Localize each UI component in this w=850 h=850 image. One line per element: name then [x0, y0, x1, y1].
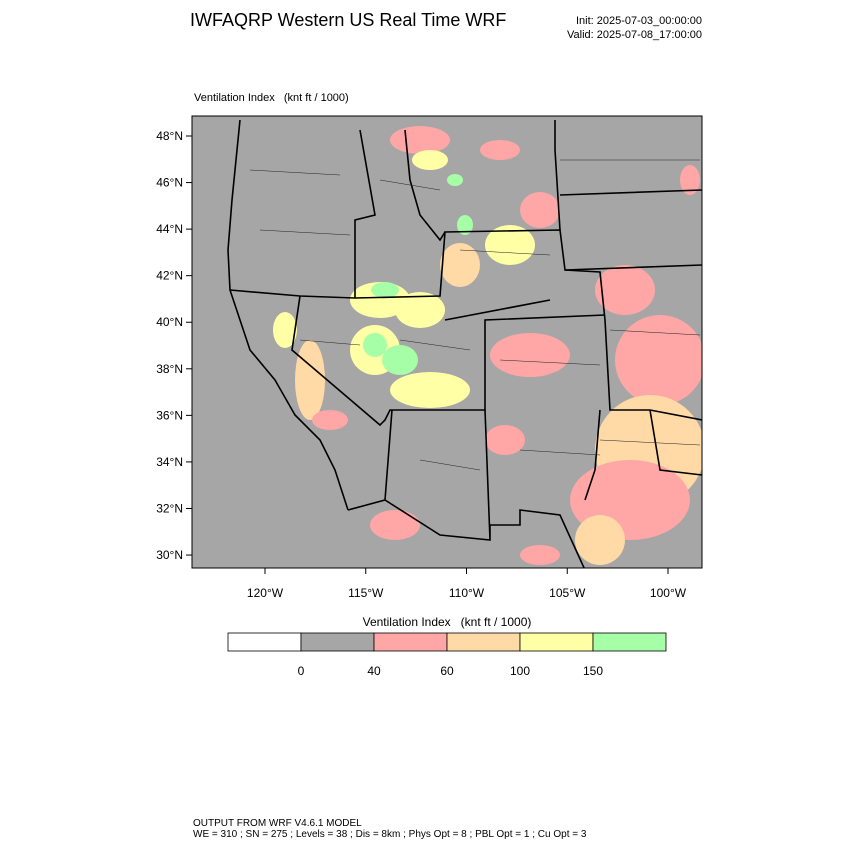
field-patch — [295, 340, 325, 420]
colorbar-label: 150 — [583, 664, 603, 678]
field-patch — [371, 282, 399, 298]
colorbar-label: 0 — [298, 664, 305, 678]
colorbar-title: Ventilation Index (knt ft / 1000) — [363, 615, 532, 629]
colorbar-box — [227, 632, 302, 652]
field-patch — [440, 243, 480, 287]
field-patch — [680, 165, 700, 195]
lon-tick-label: 100°W — [650, 586, 687, 600]
field-patch — [490, 333, 570, 377]
lat-tick-label: 48°N — [156, 129, 183, 143]
lat-tick-label: 30°N — [156, 548, 183, 562]
colorbar-box — [519, 632, 594, 652]
lat-tick-label: 34°N — [156, 455, 183, 469]
field-patch — [382, 345, 418, 375]
field-patch — [312, 410, 348, 430]
state-border — [291, 295, 606, 427]
lat-tick-label: 42°N — [156, 269, 183, 283]
map-field — [192, 116, 702, 568]
field-patch — [273, 312, 297, 348]
map-frame — [191, 115, 703, 569]
lon-tick-label: 115°W — [348, 586, 384, 600]
field-patch — [370, 510, 420, 540]
state-border — [229, 229, 702, 421]
lat-tick-label: 40°N — [156, 315, 183, 329]
field-patch — [412, 150, 448, 170]
colorbar-box — [592, 632, 667, 652]
valid-time: Valid: 2025-07-08_17:00:00 — [567, 29, 702, 41]
field-patch — [457, 215, 473, 235]
colorbar-label: 100 — [510, 664, 530, 678]
lon-tick-label: 105°W — [549, 586, 586, 600]
county-lines — [249, 159, 701, 471]
init-time: Init: 2025-07-03_00:00:00 — [576, 15, 702, 27]
lat-tick-label: 36°N — [156, 408, 183, 422]
colorbar: 0 40 60 100 150 — [227, 632, 667, 678]
field-patch — [520, 192, 560, 228]
footer-line: WE = 310 ; SN = 275 ; Levels = 38 ; Dis … — [193, 829, 587, 840]
field-patch — [520, 545, 560, 565]
title: IWFAQRP Western US Real Time WRF — [190, 10, 506, 30]
field-patch — [390, 126, 450, 154]
lat-tick-label: 44°N — [156, 222, 183, 236]
field-patch — [615, 315, 702, 405]
colorbar-label: 40 — [367, 664, 381, 678]
field-patch — [480, 140, 520, 160]
field-patch — [363, 333, 387, 357]
field-patch — [485, 225, 535, 265]
axes: 48°N 46°N 44°N 42°N 40°N 38°N 36°N 34°N 32°N 30°N… — [156, 129, 687, 600]
lon-tick-label: 110°W — [449, 586, 485, 600]
colorbar-box — [300, 632, 375, 652]
colorbar-box — [446, 632, 521, 652]
field-patch — [595, 265, 655, 315]
field-patch — [395, 292, 445, 328]
lon-tick-label: 120°W — [247, 586, 284, 600]
coastline — [227, 119, 349, 511]
map-subtitle: Ventilation Index (knt ft / 1000) — [194, 92, 349, 104]
field-patch — [390, 372, 470, 408]
state-border — [354, 129, 446, 298]
footer-line: OUTPUT FROM WRF V4.6.1 MODEL — [193, 818, 362, 829]
lat-tick-label: 38°N — [156, 362, 183, 376]
borders — [227, 119, 702, 568]
lat-tick-label: 46°N — [156, 176, 183, 190]
state-border — [347, 409, 585, 568]
colorbar-label: 60 — [440, 664, 454, 678]
field-patch — [575, 515, 625, 565]
field-patch — [485, 425, 525, 455]
state-border — [444, 120, 702, 501]
lat-tick-label: 32°N — [156, 501, 183, 515]
colorbar-box — [373, 632, 448, 652]
field-patch — [447, 174, 463, 186]
